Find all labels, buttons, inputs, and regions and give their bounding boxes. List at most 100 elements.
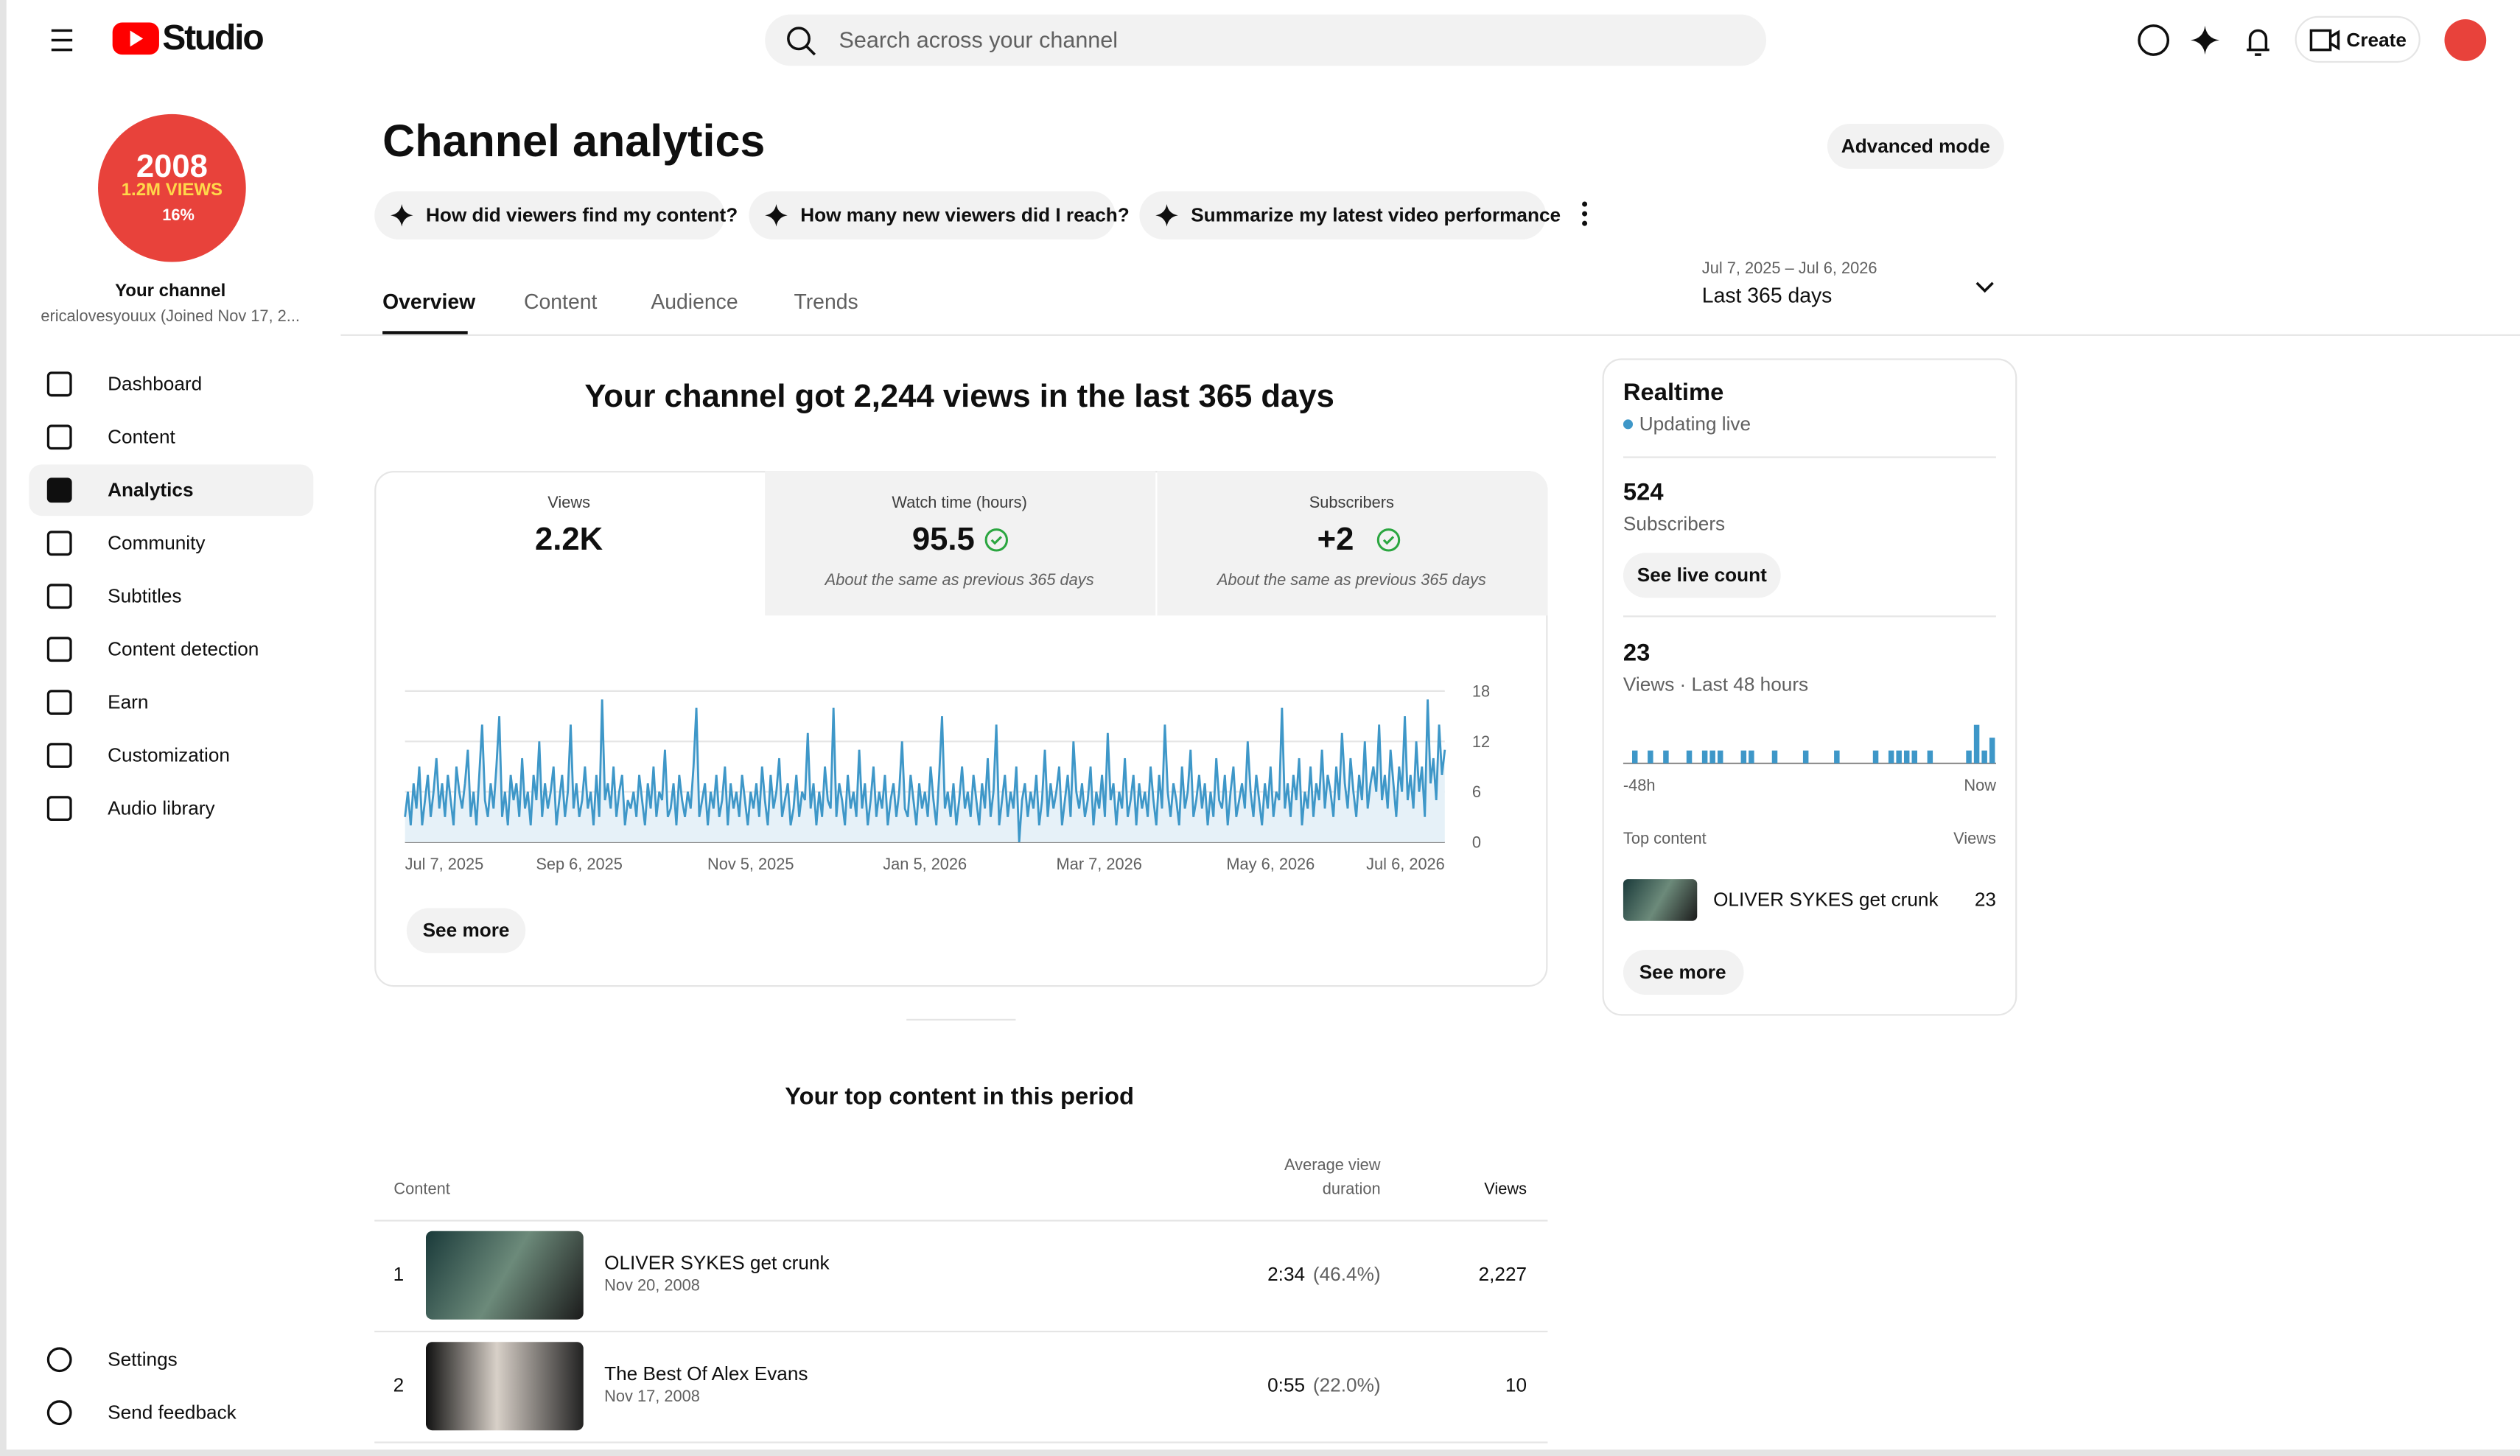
x-tick-label: -48h [1623,776,1656,794]
y-tick-label: 12 [1472,732,1490,751]
metric-tile [765,471,1156,616]
nav-item[interactable]: Customization [108,743,230,766]
advanced-button[interactable] [1827,123,2004,169]
video-title[interactable]: The Best Of Alex Evans [604,1362,808,1385]
tab[interactable]: Audience [651,290,738,314]
nav-item[interactable]: Send feedback [108,1401,237,1424]
nav-item[interactable]: Dashboard [108,372,203,396]
nav-item[interactable]: Earn [108,690,149,713]
avg-duration: 2:34 [1267,1262,1306,1286]
bar [1663,750,1669,764]
search-bar[interactable] [765,14,1767,66]
check-icon [984,528,1008,552]
nav-item[interactable]: Content detection [108,637,259,661]
rank: 2 [393,1373,405,1396]
create-icon [2309,29,2340,52]
headline: Your channel got 2,244 views in the last… [584,379,1334,415]
prompt-label[interactable]: How many new viewers did I reach? [800,203,1130,227]
column-header: Average view [1284,1157,1381,1175]
avg-duration: 0:55 [1267,1373,1306,1396]
bar [1749,750,1754,764]
y-tick-label: 18 [1472,682,1490,701]
nav-active [29,464,314,517]
divider [1623,456,1996,458]
nav-icon [46,477,72,503]
x-tick-label: Jul 7, 2025 [405,855,484,873]
nav-item[interactable]: Subtitles [108,584,182,608]
subscribers-value: 524 [1623,478,1664,507]
rank: 1 [393,1262,405,1286]
nav-icon [46,743,72,769]
top-item-title[interactable]: OLIVER SYKES get crunk [1713,888,1939,911]
nav-icon [46,584,72,609]
separator [906,1018,1016,1021]
prompt-chip[interactable] [1139,191,1547,239]
live-count-button[interactable] [1623,553,1781,598]
prompt-chip[interactable] [374,191,725,239]
thumbnail[interactable] [1623,879,1698,921]
nav-icon [46,637,72,662]
tab[interactable]: Overview [382,290,476,314]
prompt-chip[interactable] [749,191,1116,239]
x-tick-label: Nov 5, 2025 [707,855,794,873]
views-value: 23 [1623,640,1651,668]
live-count-label[interactable]: See live count [1637,564,1767,587]
check-mark [990,536,1002,545]
metric-value: 2.2K [535,522,603,558]
top-item-views: 23 [1974,888,1996,911]
prompt-label[interactable]: How did viewers find my content? [425,203,738,227]
row-divider [374,1441,1548,1443]
metric-value: 95.5 [911,522,975,558]
avatar-text: 16% [162,207,195,225]
bar [1903,750,1910,764]
area-fill [405,699,1445,842]
channel-avatar [98,113,246,262]
bar [1802,750,1809,764]
tab-underline [382,331,468,335]
y-tick-label: 0 [1472,833,1481,852]
bar [1888,750,1894,764]
video-title[interactable]: OLIVER SYKES get crunk [604,1251,830,1275]
column-header: duration [1322,1181,1381,1200]
thumbnail[interactable] [425,1231,584,1320]
page-title: Channel analytics [382,116,766,167]
bar [1927,750,1933,764]
x-tick-label: Now [1964,776,1996,794]
see-more-label[interactable]: See more [1639,960,1726,984]
metric-label: Subscribers [1309,494,1394,513]
nav-item[interactable]: Community [108,531,206,555]
bar [1973,724,1980,764]
advanced-label: Advanced mode [1841,134,1990,158]
bar [1981,750,1987,764]
tab[interactable]: Trends [794,290,858,314]
nav-item[interactable]: Content [108,425,175,449]
avatar-text: 1.2M VIEWS [121,181,223,200]
nav-item[interactable]: Analytics [108,478,194,502]
search-placeholder: Search across your channel [839,27,1119,53]
subscribers-label: Subscribers [1623,512,1726,535]
realtime-card [1602,358,2017,1016]
thumbnail[interactable] [425,1342,584,1431]
bar [1911,750,1918,764]
kebab-dot [1582,201,1588,207]
video-date: Nov 17, 2008 [604,1388,700,1407]
x-tick-label: Jan 5, 2026 [883,855,967,873]
dropdown-icon [1975,281,1994,293]
tab[interactable]: Content [524,290,598,314]
nav-item[interactable]: Audio library [108,797,215,819]
line [404,699,1446,843]
sparkle-icon [765,204,788,227]
top-content-label: Top content [1623,830,1707,849]
see-more-label[interactable]: See more [422,919,510,942]
see-more-button[interactable] [406,908,526,953]
nav-item[interactable]: Settings [108,1348,178,1371]
avg-percent: (22.0%) [1312,1373,1381,1396]
avg-percent: (46.4%) [1312,1262,1381,1286]
prompt-label[interactable]: Summarize my latest video performance [1191,203,1561,227]
divider [340,334,2520,336]
bar [1717,750,1723,764]
period[interactable]: Last 365 days [1701,283,1833,308]
create-button[interactable] [2295,15,2421,63]
see-more-button[interactable] [1623,950,1744,995]
